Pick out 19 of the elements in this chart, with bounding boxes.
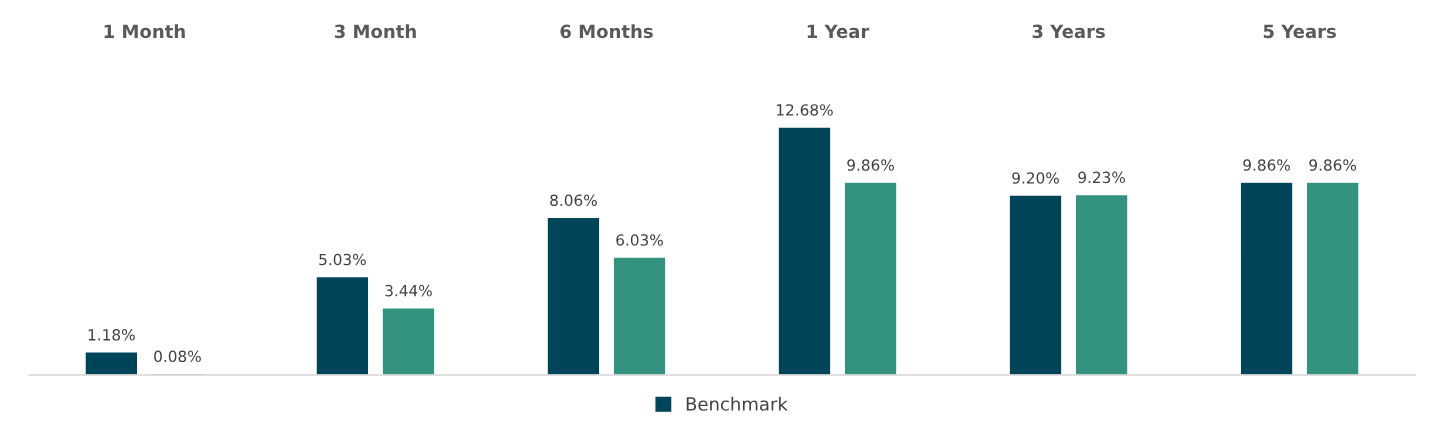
data-label: 6.03%	[616, 234, 663, 246]
data-label: 12.68%	[777, 104, 833, 116]
x-tick-label: 3 Month	[334, 24, 416, 39]
data-label: 9.86%	[1309, 159, 1357, 171]
data-label: 8.06%	[550, 194, 597, 207]
data-label: 9.86%	[847, 159, 894, 171]
legend-label: Benchmark	[686, 396, 788, 411]
x-tick-label: 6 Months	[560, 24, 653, 39]
data-label: 9.86%	[1243, 159, 1290, 171]
data-label: 9.20%	[1012, 172, 1059, 184]
data-label: 3.44%	[385, 284, 432, 297]
x-tick-label: 1 Year	[807, 24, 870, 39]
x-tick-label: 1 Month	[104, 24, 185, 39]
data-label: 1.18%	[88, 329, 135, 341]
x-tick-label: 5 Years	[1263, 24, 1336, 39]
data-label: 0.08%	[154, 350, 201, 363]
data-label: 5.03%	[319, 253, 366, 266]
x-tick-label: 3 Years	[1032, 24, 1105, 39]
data-label: 9.23%	[1078, 171, 1126, 184]
